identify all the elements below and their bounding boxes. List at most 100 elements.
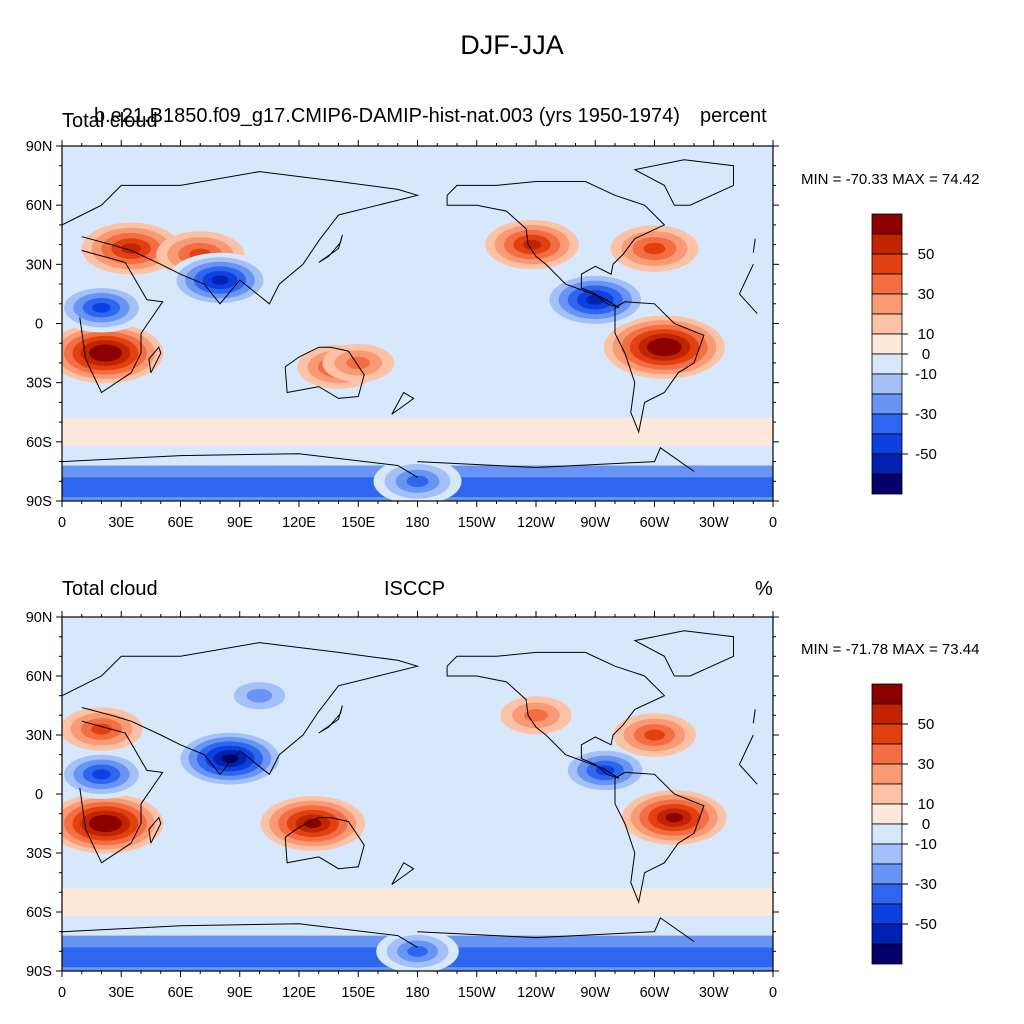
y-tick-label: 30N (26, 257, 53, 273)
contour-feature-2-level-5 (665, 813, 683, 823)
x-tick-label: 0 (58, 985, 66, 1001)
contour-feature-6-level-5 (211, 275, 229, 285)
contour-feature-3-level-6 (221, 754, 239, 763)
southern-ocean-band (62, 888, 773, 916)
coastline-5-0 (633, 159, 734, 206)
colorbar-2: 50 30 10 0 -10 -30 -50 (871, 683, 937, 965)
colorbar-label: 0 (922, 816, 930, 833)
x-tick-label: 180 (405, 515, 429, 531)
y-tick-label: 30N (26, 728, 53, 744)
y-tick-label: 0 (35, 317, 43, 333)
colorbar-swatch (871, 333, 903, 355)
coastline-6-1 (62, 923, 418, 948)
field-panel-1 (62, 146, 773, 501)
contour-feature-2-level-4 (121, 243, 142, 254)
x-tick-label: 60E (168, 515, 194, 531)
x-tick-label: 0 (58, 515, 66, 531)
colorbar-swatch (871, 373, 903, 395)
colorbar-swatch (871, 413, 903, 435)
colorbar-swatch (871, 313, 903, 335)
coastline-1-0 (752, 238, 756, 253)
coastline-3-0 (614, 301, 705, 434)
contour-feature-10-level-3 (406, 475, 429, 488)
colorbar-label: -50 (915, 446, 937, 463)
colorbar-swatch (871, 213, 903, 235)
y-tick-label: 90N (26, 139, 53, 155)
x-tick-label: 90W (580, 515, 610, 531)
field-panel-2 (62, 617, 773, 971)
panel1-center-title: b.e21.B1850.f09_g17.CMIP6-DAMIP-hist-nat… (94, 105, 680, 127)
x-tick-label: 150W (458, 985, 496, 1001)
coastline-4-0 (446, 181, 666, 309)
x-tick-label: 150E (341, 985, 375, 1001)
coastline-8-0 (391, 391, 415, 415)
colorbar-swatch (871, 883, 903, 905)
colorbar-swatch (871, 803, 903, 825)
x-tick-label: 60W (640, 985, 670, 1001)
coastline-1-0 (752, 709, 756, 724)
x-tick-label: 120E (282, 515, 316, 531)
colorbar-label: 50 (918, 246, 935, 263)
colorbar-label: 50 (918, 716, 935, 733)
contour-feature-0-level-6 (97, 348, 114, 358)
contour-feature-9-level-2 (246, 688, 273, 703)
y-tick-label: 60S (26, 435, 52, 451)
colorbar-label: -30 (915, 406, 937, 423)
coastline-7-0 (148, 346, 162, 374)
coastline-8-0 (391, 862, 415, 885)
colorbar-swatch (871, 353, 903, 375)
colorbar-swatch (871, 903, 903, 925)
coastline-3-0 (614, 771, 705, 904)
y-tick-label: 60N (26, 198, 53, 214)
coastline-7-0 (148, 816, 162, 844)
colorbar-label: -10 (915, 836, 937, 853)
colorbar-swatch (871, 743, 903, 765)
map-panel-1: 0 30E 60E 90E 120E 150E 180 150W 120W 90W 60W 30W 09… (26, 139, 779, 531)
colorbar-label: -50 (915, 916, 937, 933)
x-tick-label: 180 (405, 985, 429, 1001)
contour-feature-11-level-4 (92, 302, 111, 313)
colorbar-swatch (871, 393, 903, 415)
x-tick-label: 90E (227, 515, 253, 531)
x-tick-label: 120W (517, 985, 555, 1001)
colorbar-swatch (871, 943, 903, 965)
x-tick-label: 30W (699, 985, 729, 1001)
coastline-0-2 (739, 764, 758, 785)
colorbar-swatch (871, 683, 903, 705)
y-tick-label: 30S (26, 846, 52, 862)
map-panel-2: 0 30E 60E 90E 120E 150E 180 150W 120W 90W 60W 30W 09… (26, 610, 779, 1001)
colorbar-swatch (871, 843, 903, 865)
coastline-2-0 (284, 817, 365, 870)
colorbar-label: 30 (918, 756, 935, 773)
coastline-0-0 (738, 264, 754, 295)
colorbar-swatch (871, 233, 903, 255)
colorbar-1: 50 30 10 0 -10 -30 -50 (871, 213, 937, 495)
colorbar-swatch (871, 703, 903, 725)
coastline-0-0 (738, 734, 754, 765)
southern-ocean-band (62, 418, 773, 446)
contour-feature-1-level-6 (655, 342, 673, 352)
colorbar-swatch (871, 253, 903, 275)
colorbar-label: -10 (915, 366, 937, 383)
coastline-9-0 (318, 705, 343, 734)
colorbar-swatch (871, 273, 903, 295)
coastline-6-1 (62, 453, 418, 478)
colorbar-swatch (871, 763, 903, 785)
coastline-2-0 (284, 346, 365, 399)
y-tick-label: 0 (35, 787, 43, 803)
colorbar-swatch (871, 863, 903, 885)
colorbar-swatch (871, 293, 903, 315)
colorbar-swatch (871, 823, 903, 845)
panel2-center-title: ISCCP (384, 578, 446, 600)
colorbar-swatch (871, 923, 903, 945)
y-tick-label: 90N (26, 610, 53, 626)
colorbar-label: 0 (922, 346, 930, 363)
y-tick-label: 60S (26, 905, 52, 921)
colorbar-swatch (871, 453, 903, 475)
coastline-6-0 (417, 917, 695, 942)
coastline-4-0 (446, 651, 666, 779)
colorbar-swatch (871, 433, 903, 455)
contour-feature-6-level-3 (91, 723, 112, 735)
y-tick-label: 90S (26, 964, 52, 980)
